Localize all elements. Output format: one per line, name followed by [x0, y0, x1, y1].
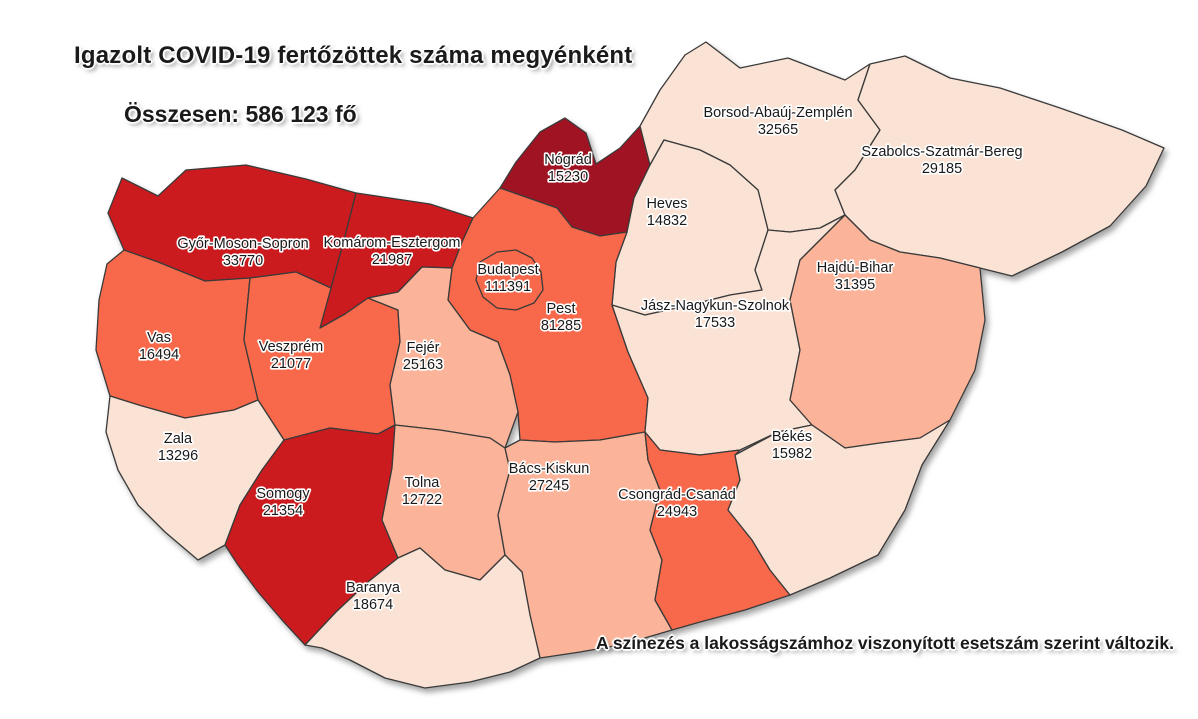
county-cases-zala: 13296 [158, 448, 198, 464]
county-name-tolna: Tolna [405, 475, 441, 491]
county-cases-bekes: 15982 [772, 446, 812, 462]
county-name-bacs-kiskun: Bács-Kiskun [509, 461, 590, 477]
county-cases-fejer: 25163 [403, 357, 443, 373]
county-name-borsod-abauj-zemplen: Borsod-Abaúj-Zemplén [703, 105, 852, 121]
county-name-bekes: Békés [772, 429, 812, 445]
county-name-jasz-nagykun-szolnok: Jász-Nagykun-Szolnok [641, 298, 790, 314]
region-budapest [475, 249, 544, 311]
county-name-vas: Vas [147, 330, 171, 346]
county-name-komarom-esztergom: Komárom-Esztergom [324, 235, 461, 251]
county-name-gyor-moson-sopron: Győr-Moson-Sopron [177, 236, 308, 252]
county-shapes [95, 41, 1165, 689]
county-name-budapest: Budapest [477, 262, 538, 278]
county-name-fejer: Fejér [406, 340, 439, 356]
county-name-szabolcs-szatmar-bereg: Szabolcs-Szatmár-Bereg [861, 144, 1022, 160]
region-szabolcs-szatmar-bereg [834, 55, 1165, 277]
county-cases-borsod-abauj-zemplen: 32565 [758, 122, 798, 138]
county-cases-vas: 16494 [139, 347, 179, 363]
county-cases-budapest: 111391 [485, 279, 531, 295]
county-cases-veszprem: 21077 [271, 356, 311, 372]
county-cases-baranya: 18674 [353, 597, 393, 613]
county-cases-csongrad-csanad: 24943 [657, 504, 697, 520]
county-cases-jasz-nagykun-szolnok: 17533 [695, 315, 735, 331]
county-name-zala: Zala [164, 431, 193, 447]
county-name-nograd: Nógrád [544, 152, 592, 168]
color-scale-note: A színezés a lakosságszámhoz viszonyítot… [595, 633, 1174, 653]
county-name-csongrad-csanad: Csongrád-Csanád [618, 487, 736, 503]
page-title: Igazolt COVID-19 fertőzöttek száma megyé… [74, 42, 633, 69]
county-cases-tolna: 12722 [402, 492, 442, 508]
county-cases-szabolcs-szatmar-bereg: 29185 [922, 161, 962, 177]
county-cases-somogy: 21354 [263, 503, 303, 519]
region-bekes [727, 419, 951, 596]
county-cases-nograd: 15230 [548, 169, 588, 185]
region-baranya [304, 547, 541, 689]
county-name-hajdu-bihar: Hajdú-Bihar [817, 260, 894, 276]
county-name-pest: Pest [546, 301, 575, 317]
county-labels: Győr-Moson-Sopron33770Komárom-Esztergom2… [137, 103, 1024, 614]
county-cases-gyor-moson-sopron: 33770 [223, 253, 263, 269]
county-cases-hajdu-bihar: 31395 [835, 277, 875, 293]
county-cases-komarom-esztergom: 21987 [372, 252, 412, 268]
county-name-baranya: Baranya [346, 580, 401, 596]
county-name-veszprem: Veszprém [259, 339, 323, 355]
county-cases-heves: 14832 [647, 213, 687, 229]
county-name-heves: Heves [646, 196, 687, 212]
county-cases-pest: 81285 [541, 318, 581, 334]
total-count: Összesen: 586 123 fő [124, 101, 357, 127]
county-name-somogy: Somogy [256, 486, 310, 502]
county-cases-bacs-kiskun: 27245 [529, 478, 569, 494]
